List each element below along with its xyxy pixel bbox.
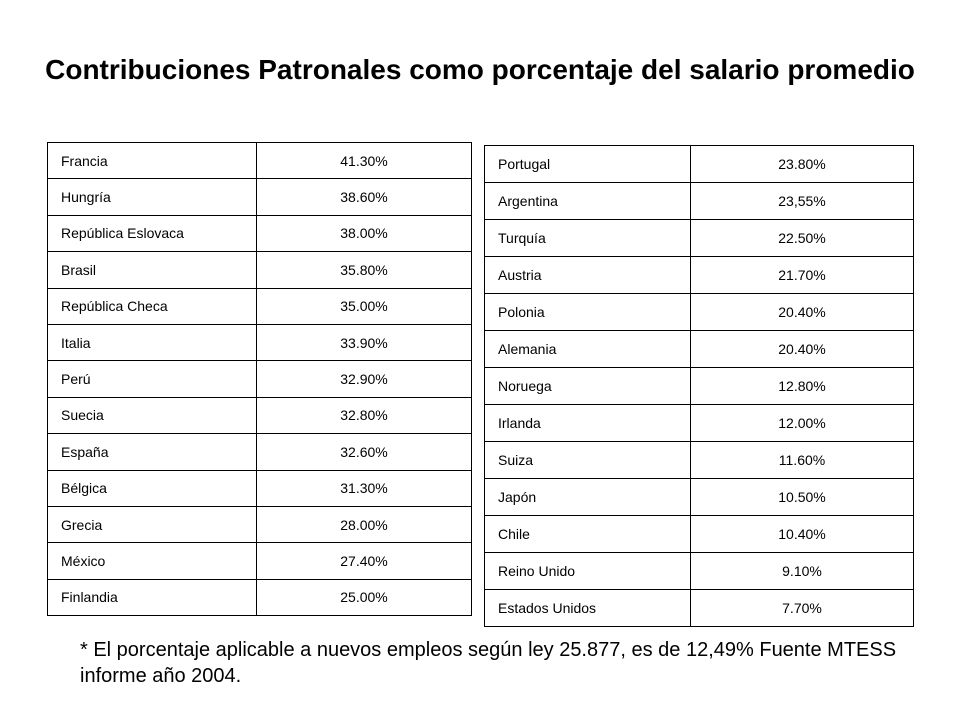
table-row: Suecia 32.80% (47, 396, 472, 435)
country-cell: Suiza (484, 441, 691, 479)
percentage-cell: 35.80% (256, 251, 472, 289)
table-row: Noruega 12.80% (484, 367, 914, 405)
percentage-cell: 22.50% (690, 219, 914, 257)
country-cell: Irlanda (484, 404, 691, 442)
percentage-cell: 28.00% (256, 505, 472, 544)
percentage-cell: 10.40% (690, 515, 914, 553)
percentage-cell: 25.00% (256, 578, 472, 617)
table-row: Japón 10.50% (484, 478, 914, 516)
percentage-cell: 20.40% (690, 330, 914, 368)
percentage-cell: 21.70% (690, 256, 914, 294)
table-row: Austria 21.70% (484, 256, 914, 294)
country-cell: Francia (47, 141, 257, 180)
country-cell: Estados Unidos (484, 589, 691, 627)
table-row: Argentina 23,55% (484, 182, 914, 220)
country-cell: Suecia (47, 396, 257, 435)
percentage-cell: 10.50% (690, 478, 914, 516)
percentage-cell: 38.60% (256, 178, 472, 216)
percentage-cell: 33.90% (256, 323, 472, 362)
percentage-cell: 32.90% (256, 360, 472, 398)
table-row: Alemania 20.40% (484, 330, 914, 368)
country-cell: Austria (484, 256, 691, 294)
table-row: Turquía 22.50% (484, 219, 914, 257)
country-cell: Japón (484, 478, 691, 516)
country-cell: República Checa (47, 287, 257, 325)
table-row: Suiza 11.60% (484, 441, 914, 479)
percentage-cell: 41.30% (256, 141, 472, 180)
table-row: Chile 10.40% (484, 515, 914, 553)
table-row: Estados Unidos 7.70% (484, 589, 914, 627)
table-row: Perú 32.90% (47, 360, 472, 398)
percentage-cell: 23.80% (690, 145, 914, 183)
percentage-cell: 35.00% (256, 287, 472, 325)
percentage-cell: 32.80% (256, 396, 472, 435)
country-cell: Hungría (47, 178, 257, 216)
table-left: Francia 41.30% Hungría 38.60% República Eslo… (47, 141, 472, 617)
percentage-cell: 11.60% (690, 441, 914, 479)
country-cell: Grecia (47, 505, 257, 544)
table-row: Brasil 35.80% (47, 251, 472, 289)
percentage-cell: 9.10% (690, 552, 914, 590)
table-row: Reino Unido 9.10% (484, 552, 914, 590)
percentage-cell: 27.40% (256, 542, 472, 580)
country-cell: Reino Unido (484, 552, 691, 590)
country-cell: Perú (47, 360, 257, 398)
percentage-cell: 31.30% (256, 469, 472, 507)
table-row: Francia 41.30% (47, 141, 472, 180)
footnote: * El porcentaje aplicable a nuevos emple… (80, 639, 897, 687)
table-row: México 27.40% (47, 542, 472, 580)
percentage-cell: 23,55% (690, 182, 914, 220)
country-cell: España (47, 433, 257, 471)
table-row: Bélgica 31.30% (47, 469, 472, 507)
country-cell: Italia (47, 323, 257, 362)
page-title: Contribuciones Patronales como porcentaj… (45, 54, 915, 85)
table-right: Portugal 23.80% Argentina 23,55% Turquía 22.5… (484, 145, 914, 627)
table-row: Irlanda 12.00% (484, 404, 914, 442)
table-row: Italia 33.90% (47, 323, 472, 362)
table-row: Portugal 23.80% (484, 145, 914, 183)
country-cell: Brasil (47, 251, 257, 289)
table-row: Polonia 20.40% (484, 293, 914, 331)
country-cell: Noruega (484, 367, 691, 405)
country-cell: República Eslovaca (47, 214, 257, 253)
country-cell: Alemania (484, 330, 691, 368)
percentage-cell: 32.60% (256, 433, 472, 471)
country-cell: Argentina (484, 182, 691, 220)
table-row: Hungría 38.60% (47, 178, 472, 216)
table-left-body: Francia 41.30% Hungría 38.60% República Eslo… (47, 141, 472, 617)
country-cell: México (47, 542, 257, 580)
percentage-cell: 20.40% (690, 293, 914, 331)
percentage-cell: 7.70% (690, 589, 914, 627)
table-row: República Checa 35.00% (47, 287, 472, 325)
country-cell: Chile (484, 515, 691, 553)
percentage-cell: 12.00% (690, 404, 914, 442)
country-cell: Polonia (484, 293, 691, 331)
table-right-body: Portugal 23.80% Argentina 23,55% Turquía 22.5… (484, 145, 914, 627)
percentage-cell: 12.80% (690, 367, 914, 405)
table-row: República Eslovaca 38.00% (47, 214, 472, 253)
percentage-cell: 38.00% (256, 214, 472, 253)
country-cell: Finlandia (47, 578, 257, 617)
country-cell: Bélgica (47, 469, 257, 507)
country-cell: Portugal (484, 145, 691, 183)
country-cell: Turquía (484, 219, 691, 257)
table-row: Grecia 28.00% (47, 505, 472, 544)
table-row: España 32.60% (47, 433, 472, 471)
table-row: Finlandia 25.00% (47, 578, 472, 617)
